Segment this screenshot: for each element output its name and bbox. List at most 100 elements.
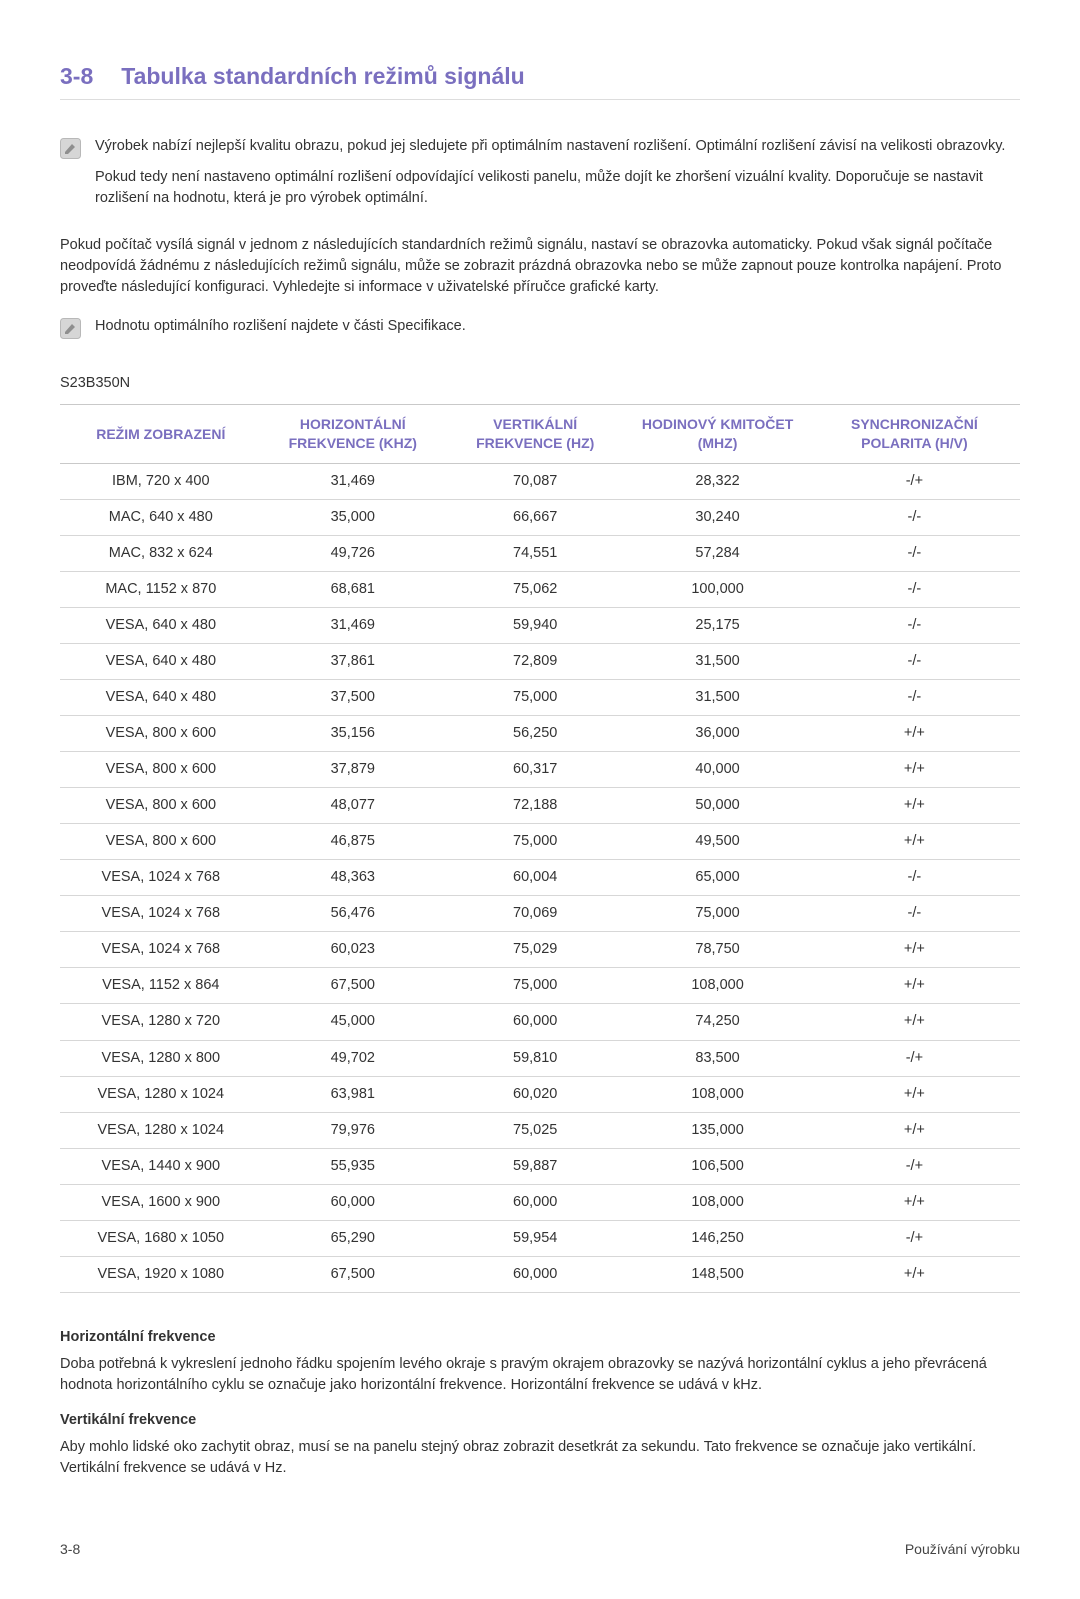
table-cell: 75,000	[444, 968, 626, 1004]
table-cell: 57,284	[626, 536, 808, 572]
page-footer: 3-8 Používání výrobku	[60, 1539, 1020, 1559]
table-cell: VESA, 1680 x 1050	[60, 1220, 262, 1256]
table-cell: -/-	[809, 536, 1020, 572]
table-cell: 108,000	[626, 1184, 808, 1220]
section-heading: 3-8 Tabulka standardních režimů signálu	[60, 60, 1020, 100]
table-cell: 35,156	[262, 716, 444, 752]
table-cell: 65,000	[626, 860, 808, 896]
table-cell: 83,500	[626, 1040, 808, 1076]
table-cell: 60,000	[444, 1184, 626, 1220]
note1-p2: Pokud tedy není nastaveno optimální rozl…	[95, 167, 1020, 209]
table-cell: VESA, 1024 x 768	[60, 932, 262, 968]
table-cell: 75,000	[626, 896, 808, 932]
table-cell: 60,004	[444, 860, 626, 896]
signal-mode-table: REŽIM ZOBRAZENÍ HORIZONTÁLNÍ FREKVENCE (…	[60, 404, 1020, 1292]
table-cell: VESA, 1600 x 900	[60, 1184, 262, 1220]
table-cell: 72,188	[444, 788, 626, 824]
def-h-title: Horizontální frekvence	[60, 1327, 1020, 1348]
table-cell: 68,681	[262, 572, 444, 608]
table-cell: 60,000	[444, 1256, 626, 1292]
table-cell: -/+	[809, 1040, 1020, 1076]
table-row: MAC, 832 x 62449,72674,55157,284-/-	[60, 536, 1020, 572]
table-cell: -/-	[809, 608, 1020, 644]
table-cell: 59,954	[444, 1220, 626, 1256]
table-cell: VESA, 1280 x 720	[60, 1004, 262, 1040]
note-body-2: Hodnotu optimálního rozlišení najdete v …	[95, 316, 1020, 347]
table-cell: +/+	[809, 968, 1020, 1004]
table-cell: VESA, 800 x 600	[60, 824, 262, 860]
table-row: VESA, 1280 x 72045,00060,00074,250+/+	[60, 1004, 1020, 1040]
table-cell: 108,000	[626, 968, 808, 1004]
table-cell: 31,469	[262, 608, 444, 644]
table-row: VESA, 1600 x 90060,00060,000108,000+/+	[60, 1184, 1020, 1220]
col-header-sync: SYNCHRONIZAČNÍ POLARITA (H/V)	[809, 405, 1020, 464]
table-row: VESA, 1680 x 105065,29059,954146,250-/+	[60, 1220, 1020, 1256]
main-paragraph: Pokud počítač vysílá signál v jednom z n…	[60, 235, 1020, 298]
table-cell: 56,476	[262, 896, 444, 932]
table-cell: +/+	[809, 1004, 1020, 1040]
table-cell: VESA, 1280 x 1024	[60, 1112, 262, 1148]
table-row: VESA, 1152 x 86467,50075,000108,000+/+	[60, 968, 1020, 1004]
col-header-clock: HODINOVÝ KMITOČET (MHZ)	[626, 405, 808, 464]
note-body-1: Výrobek nabízí nejlepší kvalitu obrazu, …	[95, 136, 1020, 219]
table-cell: 46,875	[262, 824, 444, 860]
table-cell: 75,029	[444, 932, 626, 968]
table-cell: 48,363	[262, 860, 444, 896]
note-icon	[60, 138, 81, 159]
table-cell: -/+	[809, 1220, 1020, 1256]
table-row: VESA, 1280 x 102463,98160,020108,000+/+	[60, 1076, 1020, 1112]
table-cell: -/-	[809, 644, 1020, 680]
table-row: VESA, 800 x 60037,87960,31740,000+/+	[60, 752, 1020, 788]
section-number: 3-8	[60, 60, 93, 93]
table-row: VESA, 800 x 60046,87575,00049,500+/+	[60, 824, 1020, 860]
def-v-body: Aby mohlo lidské oko zachytit obraz, mus…	[60, 1437, 1020, 1479]
table-cell: +/+	[809, 752, 1020, 788]
table-row: VESA, 1280 x 80049,70259,81083,500-/+	[60, 1040, 1020, 1076]
table-cell: VESA, 640 x 480	[60, 680, 262, 716]
table-cell: 49,500	[626, 824, 808, 860]
table-cell: +/+	[809, 1112, 1020, 1148]
definitions-block: Horizontální frekvence Doba potřebná k v…	[60, 1327, 1020, 1479]
table-cell: VESA, 1024 x 768	[60, 860, 262, 896]
table-cell: +/+	[809, 824, 1020, 860]
table-row: VESA, 1280 x 102479,97675,025135,000+/+	[60, 1112, 1020, 1148]
table-cell: +/+	[809, 1076, 1020, 1112]
table-cell: 49,702	[262, 1040, 444, 1076]
table-cell: VESA, 640 x 480	[60, 608, 262, 644]
table-cell: +/+	[809, 788, 1020, 824]
table-cell: 40,000	[626, 752, 808, 788]
table-cell: 67,500	[262, 968, 444, 1004]
table-cell: 25,175	[626, 608, 808, 644]
table-cell: VESA, 640 x 480	[60, 644, 262, 680]
table-cell: MAC, 640 x 480	[60, 500, 262, 536]
table-cell: 75,000	[444, 680, 626, 716]
table-cell: VESA, 1152 x 864	[60, 968, 262, 1004]
table-cell: MAC, 832 x 624	[60, 536, 262, 572]
table-row: MAC, 1152 x 87068,68175,062100,000-/-	[60, 572, 1020, 608]
table-row: IBM, 720 x 40031,46970,08728,322-/+	[60, 464, 1020, 500]
table-row: VESA, 1024 x 76848,36360,00465,000-/-	[60, 860, 1020, 896]
section-title: Tabulka standardních režimů signálu	[121, 60, 524, 93]
table-cell: 74,551	[444, 536, 626, 572]
table-cell: 56,250	[444, 716, 626, 752]
table-cell: 60,000	[262, 1184, 444, 1220]
table-cell: -/+	[809, 1148, 1020, 1184]
table-cell: 59,940	[444, 608, 626, 644]
table-cell: 37,500	[262, 680, 444, 716]
table-cell: 60,020	[444, 1076, 626, 1112]
note-block-2: Hodnotu optimálního rozlišení najdete v …	[60, 316, 1020, 347]
table-cell: 146,250	[626, 1220, 808, 1256]
table-cell: -/-	[809, 680, 1020, 716]
table-cell: VESA, 1024 x 768	[60, 896, 262, 932]
table-row: VESA, 1440 x 90055,93559,887106,500-/+	[60, 1148, 1020, 1184]
table-cell: +/+	[809, 1256, 1020, 1292]
table-cell: 36,000	[626, 716, 808, 752]
col-header-vfreq: VERTIKÁLNÍ FREKVENCE (HZ)	[444, 405, 626, 464]
table-cell: +/+	[809, 716, 1020, 752]
table-row: VESA, 640 x 48031,46959,94025,175-/-	[60, 608, 1020, 644]
def-v-title: Vertikální frekvence	[60, 1410, 1020, 1431]
table-cell: 31,469	[262, 464, 444, 500]
table-row: VESA, 800 x 60048,07772,18850,000+/+	[60, 788, 1020, 824]
table-row: VESA, 1024 x 76860,02375,02978,750+/+	[60, 932, 1020, 968]
table-cell: VESA, 800 x 600	[60, 788, 262, 824]
